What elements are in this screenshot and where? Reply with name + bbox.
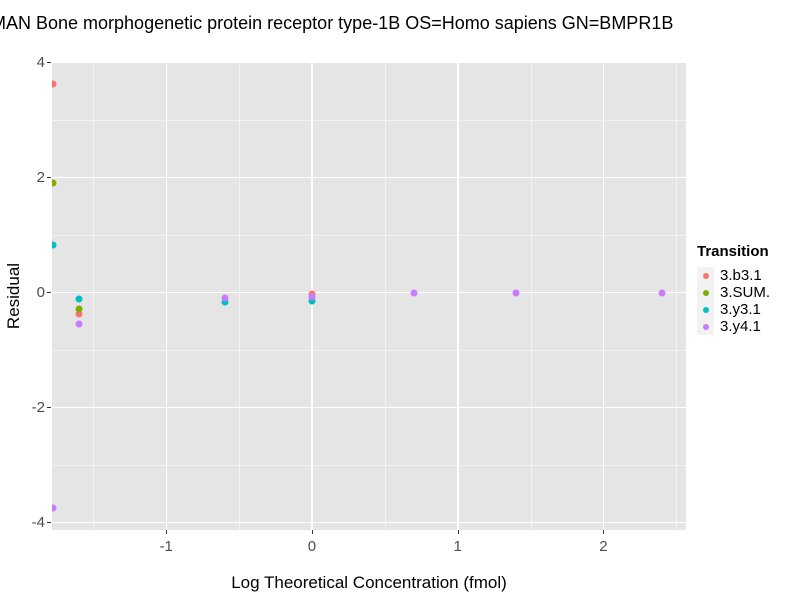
y-minor-gridline	[52, 464, 686, 466]
y-tick-label: 2	[36, 169, 45, 186]
x-major-gridline	[165, 62, 168, 530]
y-tick-mark	[47, 407, 51, 408]
x-tick-label: 0	[307, 538, 317, 555]
y-tick-mark	[47, 177, 51, 178]
data-point	[512, 289, 520, 297]
y-major-gridline	[52, 176, 686, 178]
x-minor-gridline	[384, 62, 386, 530]
y-tick-label: 4	[36, 54, 45, 71]
legend-item: 3.y3.1	[697, 301, 770, 318]
data-point	[221, 294, 229, 302]
y-major-gridline	[52, 521, 686, 523]
legend: Transition 3.b3.1 3.SUM. 3.y3.1 3.y4.1	[697, 243, 770, 335]
legend-items: 3.b3.1 3.SUM. 3.y3.1 3.y4.1	[697, 267, 770, 335]
data-point	[52, 179, 57, 187]
data-point	[75, 305, 83, 313]
legend-item-label: 3.y3.1	[720, 301, 761, 318]
x-tick-mark	[603, 530, 605, 534]
legend-item-label: 3.b3.1	[720, 267, 762, 284]
y-tick-mark	[47, 292, 51, 293]
x-tick-label: 2	[599, 538, 608, 555]
y-major-gridline	[52, 291, 686, 293]
legend-key	[697, 318, 714, 335]
x-tick-label: 1	[453, 538, 462, 555]
data-point	[308, 293, 316, 301]
plot-panel	[52, 62, 686, 530]
legend-title: Transition	[697, 243, 769, 260]
x-major-gridline	[602, 62, 605, 530]
y-tick-label: 0	[36, 284, 45, 301]
data-point	[75, 310, 83, 318]
x-tick-mark	[457, 530, 459, 534]
legend-item: 3.b3.1	[697, 267, 770, 284]
x-tick-label: -1	[159, 538, 173, 555]
x-tick-mark	[311, 530, 313, 534]
y-major-gridline	[52, 62, 686, 63]
x-minor-gridline	[676, 62, 678, 530]
legend-item: 3.y4.1	[697, 318, 770, 335]
legend-item-label: 3.y4.1	[720, 318, 761, 335]
data-point	[221, 298, 229, 306]
legend-item-label: 3.SUM.	[720, 284, 771, 301]
data-point	[52, 80, 57, 88]
x-major-gridline	[457, 62, 459, 530]
data-point	[658, 289, 666, 297]
legend-key-dot	[702, 323, 709, 330]
y-tick-label: -2	[31, 399, 45, 416]
legend-key	[697, 267, 714, 284]
legend-key	[697, 301, 714, 318]
x-axis-label: Log Theoretical Concentration (fmol)	[231, 573, 507, 592]
x-tick-mark	[166, 530, 168, 534]
data-point	[52, 504, 57, 512]
legend-key-dot	[702, 289, 709, 296]
data-point	[52, 241, 57, 249]
y-tick-label: -4	[31, 514, 45, 531]
legend-key-dot	[702, 272, 709, 279]
chart-title: MAN Bone morphogenetic protein receptor …	[0, 13, 674, 33]
y-minor-gridline	[52, 349, 686, 351]
legend-item: 3.SUM.	[697, 284, 770, 301]
x-minor-gridline	[93, 62, 95, 530]
x-minor-gridline	[239, 62, 241, 530]
legend-key	[697, 284, 714, 301]
data-point	[75, 320, 83, 328]
y-tick-mark	[47, 522, 51, 523]
data-point	[410, 289, 418, 297]
y-minor-gridline	[52, 234, 686, 236]
y-major-gridline	[52, 406, 686, 408]
data-point	[75, 295, 83, 303]
y-minor-gridline	[52, 119, 686, 121]
y-axis-label: Residual	[4, 262, 23, 330]
legend-key-dot	[702, 306, 709, 313]
x-minor-gridline	[530, 62, 532, 530]
y-tick-mark	[47, 62, 51, 63]
